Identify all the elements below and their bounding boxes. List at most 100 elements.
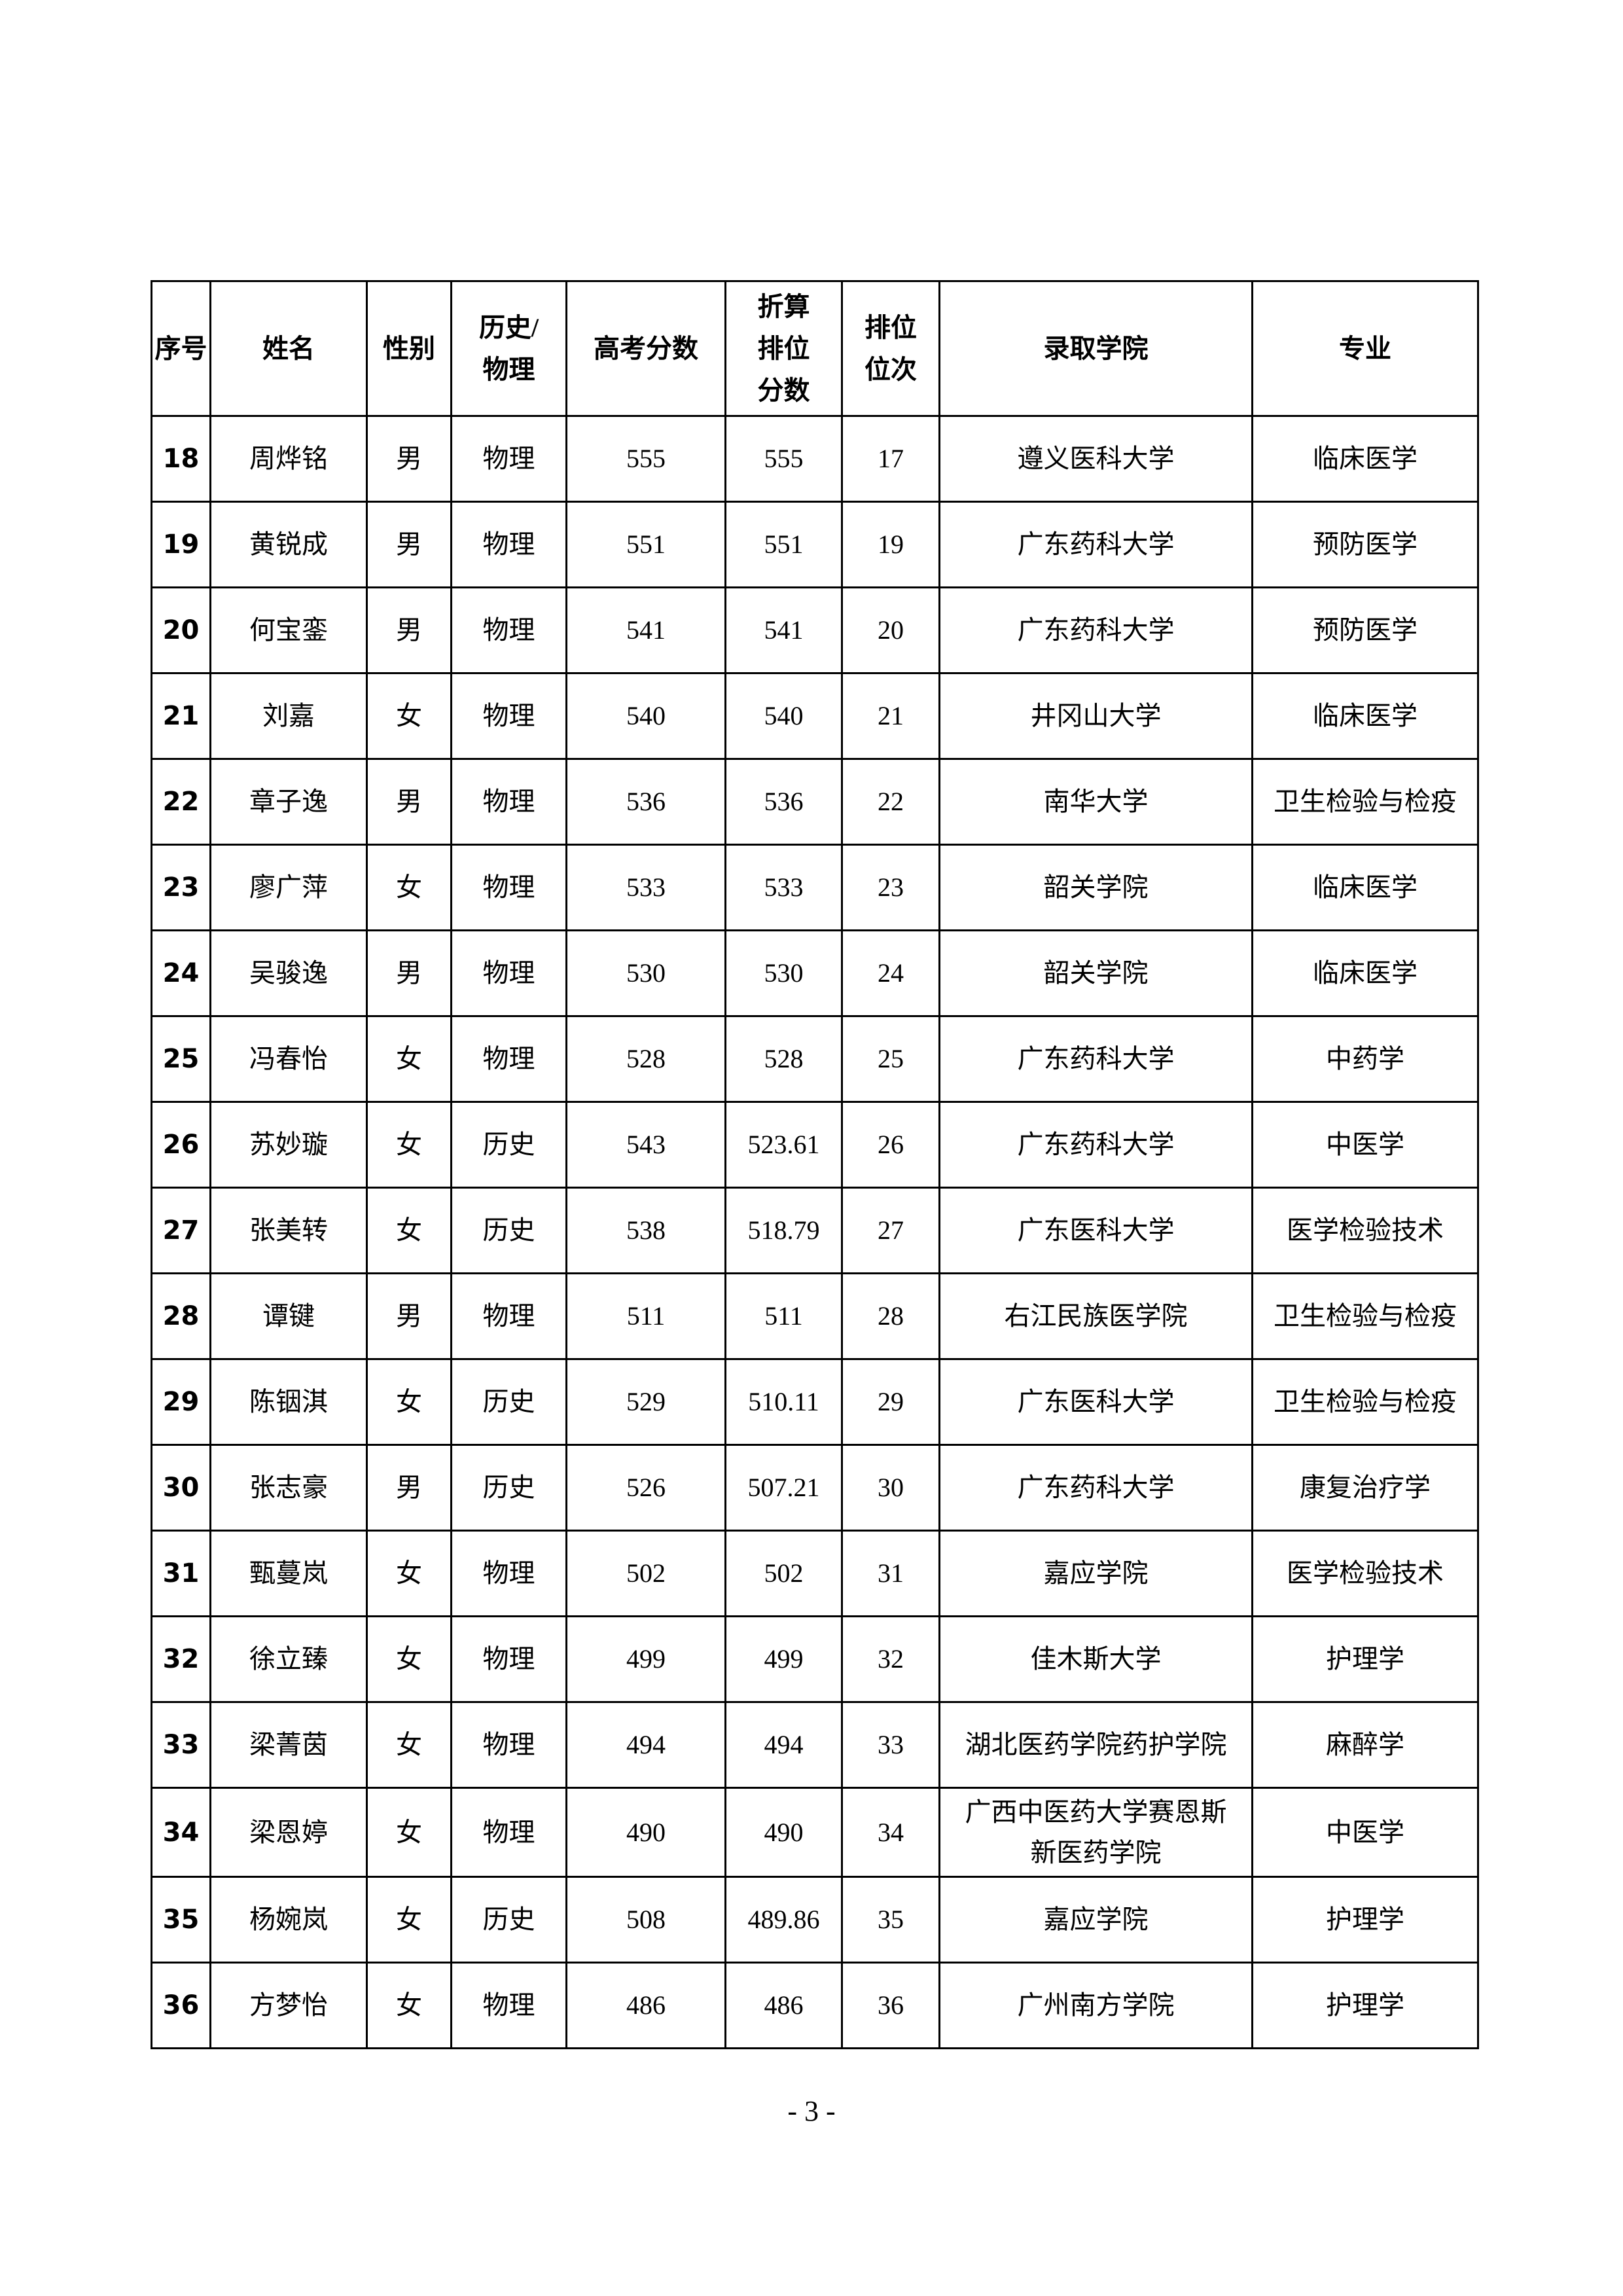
cell-major: 护理学 bbox=[1251, 1615, 1479, 1703]
table-row: 18 周烨铭男物理 555 555 17 遵义医科大学 临床医学 bbox=[151, 415, 1479, 503]
cell-subject: 物理 bbox=[450, 672, 567, 760]
table-row: 27 张美转女历史 538 518.79 27 广东医科大学 医学检验技术 bbox=[151, 1187, 1479, 1274]
cell-subject: 物理 bbox=[450, 1787, 567, 1878]
header-major: 专业 bbox=[1251, 280, 1479, 417]
cell-subject: 物理 bbox=[450, 501, 567, 588]
cell-subject: 历史 bbox=[450, 1876, 567, 1964]
cell-score: 502 bbox=[565, 1530, 726, 1617]
cell-name: 谭键 bbox=[209, 1272, 368, 1360]
cell-name: 苏妙璇 bbox=[209, 1101, 368, 1189]
cell-rank: 26 bbox=[841, 1101, 940, 1189]
header-gender: 性别 bbox=[366, 280, 452, 417]
cell-major: 医学检验技术 bbox=[1251, 1187, 1479, 1274]
cell-subject: 物理 bbox=[450, 1530, 567, 1617]
cell-seq: 18 bbox=[151, 415, 211, 503]
cell-major: 临床医学 bbox=[1251, 844, 1479, 931]
cell-subject: 历史 bbox=[450, 1358, 567, 1446]
table-row: 35 杨婉岚女历史 508 489.86 35 嘉应学院 护理学 bbox=[151, 1876, 1479, 1964]
cell-college: 广西中医药大学赛恩斯新医药学院 bbox=[938, 1787, 1253, 1878]
cell-converted-score: 518.79 bbox=[724, 1187, 843, 1274]
cell-subject: 历史 bbox=[450, 1187, 567, 1274]
cell-subject: 物理 bbox=[450, 1615, 567, 1703]
cell-rank: 36 bbox=[841, 1962, 940, 2049]
cell-converted-score: 533 bbox=[724, 844, 843, 931]
page-number: - 3 - bbox=[787, 2095, 836, 2127]
cell-major: 临床医学 bbox=[1251, 929, 1479, 1017]
cell-college: 广东药科大学 bbox=[938, 1444, 1253, 1532]
cell-college: 井冈山大学 bbox=[938, 672, 1253, 760]
cell-converted-score: 541 bbox=[724, 586, 843, 674]
cell-score: 530 bbox=[565, 929, 726, 1017]
cell-gender: 男 bbox=[366, 586, 452, 674]
cell-converted-score: 530 bbox=[724, 929, 843, 1017]
cell-rank: 21 bbox=[841, 672, 940, 760]
cell-major: 预防医学 bbox=[1251, 501, 1479, 588]
cell-converted-score: 511 bbox=[724, 1272, 843, 1360]
cell-major: 康复治疗学 bbox=[1251, 1444, 1479, 1532]
cell-college: 韶关学院 bbox=[938, 929, 1253, 1017]
cell-seq: 35 bbox=[151, 1876, 211, 1964]
cell-name: 周烨铭 bbox=[209, 415, 368, 503]
header-seq: 序号 bbox=[151, 280, 211, 417]
cell-converted-score: 486 bbox=[724, 1962, 843, 2049]
cell-college: 韶关学院 bbox=[938, 844, 1253, 931]
cell-gender: 男 bbox=[366, 415, 452, 503]
cell-seq: 30 bbox=[151, 1444, 211, 1532]
cell-college: 广东药科大学 bbox=[938, 1101, 1253, 1189]
cell-college: 广东医科大学 bbox=[938, 1358, 1253, 1446]
cell-college: 嘉应学院 bbox=[938, 1876, 1253, 1964]
cell-seq: 25 bbox=[151, 1015, 211, 1103]
cell-gender: 女 bbox=[366, 1615, 452, 1703]
cell-gender: 男 bbox=[366, 1272, 452, 1360]
cell-subject: 物理 bbox=[450, 586, 567, 674]
cell-rank: 34 bbox=[841, 1787, 940, 1878]
cell-seq: 31 bbox=[151, 1530, 211, 1617]
cell-score: 543 bbox=[565, 1101, 726, 1189]
cell-major: 中医学 bbox=[1251, 1101, 1479, 1189]
cell-score: 528 bbox=[565, 1015, 726, 1103]
cell-seq: 36 bbox=[151, 1962, 211, 2049]
header-name: 姓名 bbox=[209, 280, 368, 417]
table-row: 31 甄蔓岚女物理 502 502 31 嘉应学院 医学检验技术 bbox=[151, 1530, 1479, 1617]
cell-seq: 21 bbox=[151, 672, 211, 760]
cell-gender: 女 bbox=[366, 1962, 452, 2049]
cell-major: 医学检验技术 bbox=[1251, 1530, 1479, 1617]
cell-gender: 男 bbox=[366, 758, 452, 846]
cell-major: 中医学 bbox=[1251, 1787, 1479, 1878]
cell-gender: 女 bbox=[366, 1358, 452, 1446]
cell-converted-score: 528 bbox=[724, 1015, 843, 1103]
cell-score: 494 bbox=[565, 1701, 726, 1789]
header-label: 折算排位分数 bbox=[757, 291, 810, 405]
cell-score: 511 bbox=[565, 1272, 726, 1360]
cell-gender: 女 bbox=[366, 1015, 452, 1103]
cell-major: 麻醉学 bbox=[1251, 1701, 1479, 1789]
cell-score: 533 bbox=[565, 844, 726, 931]
cell-name: 吴骏逸 bbox=[209, 929, 368, 1017]
cell-name: 梁菁茵 bbox=[209, 1701, 368, 1789]
cell-major: 卫生检验与检疫 bbox=[1251, 1272, 1479, 1360]
cell-subject: 物理 bbox=[450, 1701, 567, 1789]
table-row: 34 梁恩婷女物理 490 490 34 广西中医药大学赛恩斯新医药学院 中医学 bbox=[151, 1787, 1479, 1878]
cell-name: 陈铟淇 bbox=[209, 1358, 368, 1446]
cell-college: 广州南方学院 bbox=[938, 1962, 1253, 2049]
header-label: 专业 bbox=[1339, 333, 1391, 363]
cell-rank: 30 bbox=[841, 1444, 940, 1532]
header-label: 姓名 bbox=[262, 333, 315, 363]
table-row: 20 何宝銮男物理 541 541 20 广东药科大学 预防医学 bbox=[151, 586, 1479, 674]
admission-table: 序号 姓名 性别 历史/物理 高考分数 折算排位分数 排位位次 录取学院 专业 18 周烨铭男物理… bbox=[151, 280, 1479, 2049]
table-row: 36 方梦怡女物理 486 486 36 广州南方学院 护理学 bbox=[151, 1962, 1479, 2049]
header-rank: 排位位次 bbox=[841, 280, 940, 417]
cell-college: 广东医科大学 bbox=[938, 1187, 1253, 1274]
cell-converted-score: 499 bbox=[724, 1615, 843, 1703]
cell-name: 章子逸 bbox=[209, 758, 368, 846]
cell-rank: 33 bbox=[841, 1701, 940, 1789]
cell-major: 护理学 bbox=[1251, 1876, 1479, 1964]
cell-seq: 32 bbox=[151, 1615, 211, 1703]
header-subject: 历史/物理 bbox=[450, 280, 567, 417]
cell-score: 529 bbox=[565, 1358, 726, 1446]
header-label: 性别 bbox=[383, 333, 435, 363]
header-score: 高考分数 bbox=[565, 280, 726, 417]
cell-converted-score: 494 bbox=[724, 1701, 843, 1789]
cell-seq: 27 bbox=[151, 1187, 211, 1274]
cell-seq: 23 bbox=[151, 844, 211, 931]
